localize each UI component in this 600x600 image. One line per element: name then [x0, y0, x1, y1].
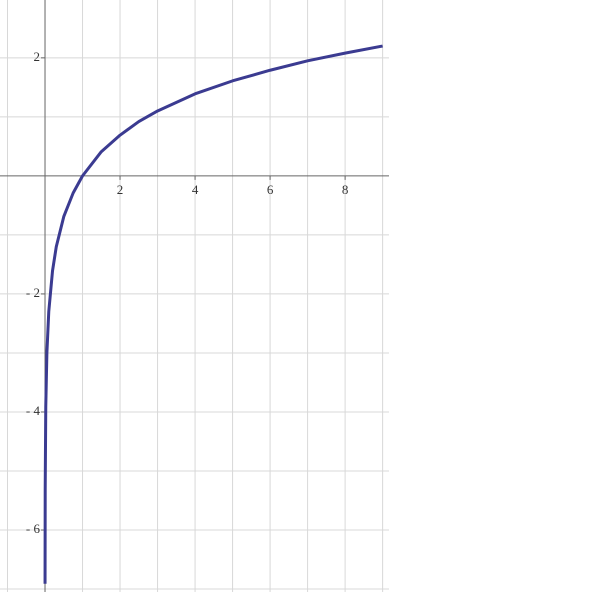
y-tick-label: - 4 — [26, 403, 41, 418]
x-tick-label: 8 — [342, 182, 349, 197]
x-tick-label: 2 — [117, 182, 124, 197]
curve — [43, 44, 383, 584]
y-tick-label: - 6 — [26, 521, 41, 536]
y-tick-label: - 2 — [26, 285, 40, 300]
x-tick-label: 4 — [192, 182, 199, 197]
y-tick-label: 2 — [34, 49, 41, 64]
x-tick-label: 6 — [267, 182, 274, 197]
